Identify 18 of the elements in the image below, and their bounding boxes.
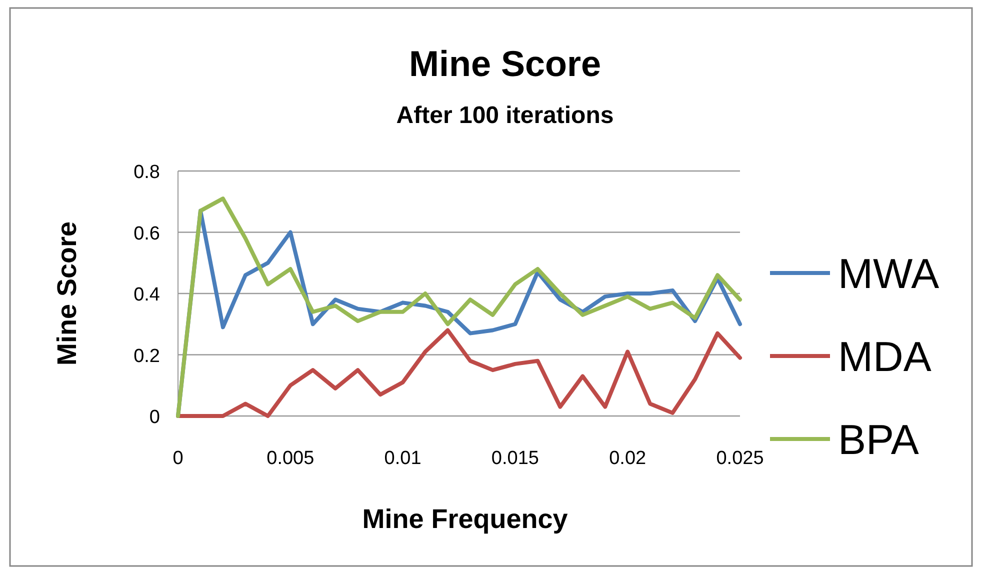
y-tick-label: 0.8	[134, 162, 160, 183]
chart-subtitle: After 100 iterations	[396, 102, 614, 129]
y-tick-label: 0.6	[134, 223, 160, 244]
legend-label: MWA	[838, 250, 940, 297]
y-tick-label: 0.4	[134, 284, 160, 306]
x-tick-label: 0.005	[266, 448, 314, 469]
y-tick-label: 0.2	[134, 346, 160, 367]
y-axis-title: Mine Score	[52, 221, 82, 366]
x-tick-label: 0	[172, 448, 184, 469]
legend-label: MDA	[838, 333, 932, 380]
y-tick-label: 0	[149, 407, 160, 428]
x-tick-label: 0.025	[716, 448, 764, 469]
chart-title: Mine Score	[408, 43, 602, 84]
x-tick-label: 0.01	[384, 448, 422, 469]
x-tick-label: 0.02	[609, 448, 646, 469]
legend-label: BPA	[838, 416, 919, 463]
x-tick-label: 0.015	[491, 448, 539, 469]
x-axis-title: Mine Frequency	[362, 504, 568, 534]
